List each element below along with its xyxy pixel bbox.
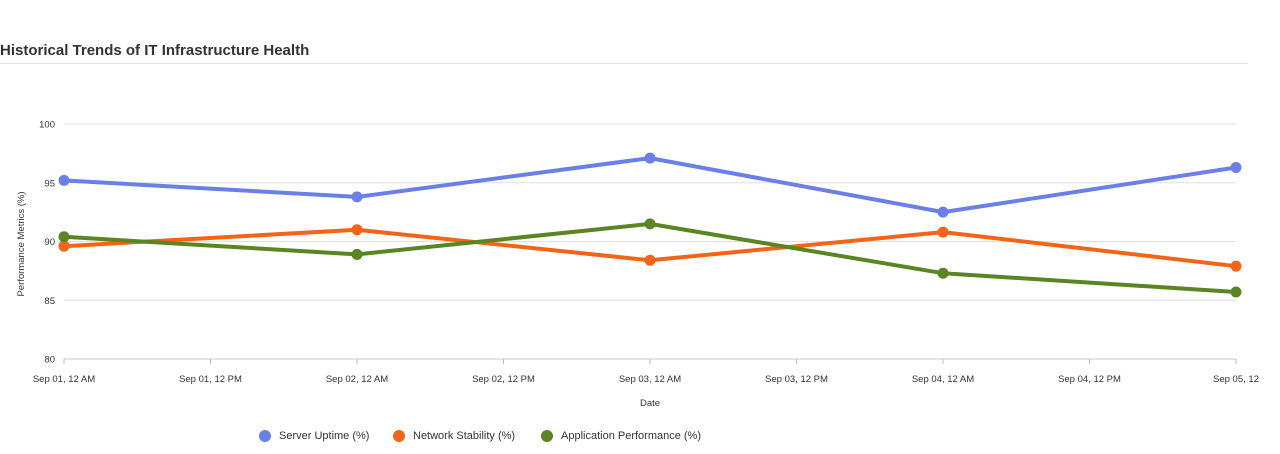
data-point xyxy=(58,174,70,186)
series-points xyxy=(58,152,1242,298)
data-point xyxy=(644,218,656,230)
legend-label: Application Performance (%) xyxy=(561,430,702,442)
x-tick-label: Sep 02, 12 AM xyxy=(326,374,388,385)
x-axis-ticks: Sep 01, 12 AM Sep 01, 12 PM Sep 02, 12 AM S… xyxy=(33,359,1259,385)
title-divider xyxy=(0,63,1248,64)
legend-label: Network Stability (%) xyxy=(413,430,516,442)
data-point xyxy=(1230,286,1242,298)
data-point xyxy=(58,240,70,252)
legend-item[interactable]: Server Uptime (%) xyxy=(259,430,369,442)
y-axis-ticks: 80 85 90 95 100 xyxy=(39,120,55,366)
x-tick-label: Sep 05, 12 xyxy=(1213,374,1259,385)
y-axis-title: Performance Metrics (%) xyxy=(16,191,27,296)
x-tick-label: Sep 03, 12 AM xyxy=(619,374,681,385)
legend-swatch xyxy=(259,430,271,442)
legend-item[interactable]: Application Performance (%) xyxy=(541,430,701,442)
y-tick-label: 80 xyxy=(44,355,55,366)
legend-label: Server Uptime (%) xyxy=(279,430,370,442)
x-tick-label: Sep 04, 12 AM xyxy=(912,374,974,385)
legend-swatch xyxy=(393,430,405,442)
data-point xyxy=(351,224,363,236)
series-line xyxy=(62,156,1238,215)
data-point xyxy=(58,231,70,243)
x-tick-label: Sep 03, 12 PM xyxy=(765,374,828,385)
y-tick-label: 85 xyxy=(44,296,55,307)
data-point xyxy=(937,267,949,279)
chart-title: Historical Trends of IT Infrastructure H… xyxy=(0,42,310,59)
legend-item[interactable]: Network Stability (%) xyxy=(393,430,515,442)
data-point xyxy=(1230,161,1242,173)
legend: Server Uptime (%) Network Stability (%) Ap… xyxy=(0,430,1280,448)
legend-swatch xyxy=(541,430,553,442)
x-tick-label: Sep 01, 12 PM xyxy=(179,374,242,385)
y-tick-label: 100 xyxy=(39,120,55,131)
data-point xyxy=(644,152,656,164)
data-point xyxy=(644,254,656,266)
y-tick-label: 95 xyxy=(44,178,55,189)
data-point xyxy=(1230,260,1242,272)
x-tick-label: Sep 04, 12 PM xyxy=(1058,374,1121,385)
data-point xyxy=(937,226,949,238)
data-point xyxy=(351,191,363,203)
x-axis-title: Date xyxy=(640,398,660,409)
x-tick-label: Sep 01, 12 AM xyxy=(33,374,95,385)
x-tick-label: Sep 02, 12 PM xyxy=(472,374,535,385)
y-tick-label: 90 xyxy=(44,237,55,248)
data-point xyxy=(351,248,363,260)
data-point xyxy=(937,206,949,218)
